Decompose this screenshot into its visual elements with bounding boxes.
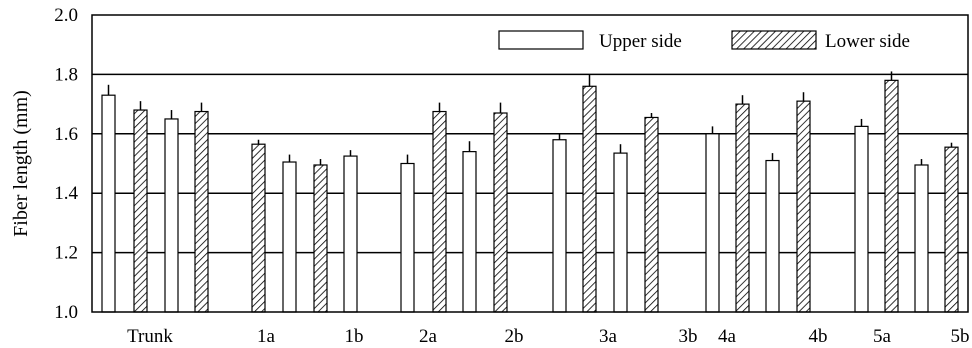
bar-group xyxy=(343,150,358,313)
x-category-label: 4a xyxy=(718,326,737,347)
bar-lower-side xyxy=(582,85,597,313)
bar-group xyxy=(133,101,148,313)
legend-label-upper-side: Upper side xyxy=(599,31,682,52)
bar-upper-side xyxy=(400,162,415,313)
bar-upper-side xyxy=(101,94,116,313)
bar-group xyxy=(735,95,750,313)
x-category-label: 2b xyxy=(505,326,524,347)
bar-upper-side xyxy=(705,133,720,313)
x-category-label: 1b xyxy=(345,326,364,347)
gridlines xyxy=(92,73,968,254)
bar-group xyxy=(582,74,597,313)
bar-group xyxy=(796,92,811,313)
legend-swatch-upper-side xyxy=(498,30,584,50)
y-tick-label: 1.2 xyxy=(54,243,78,264)
x-category-label: 5b xyxy=(951,326,970,347)
bar-upper-side xyxy=(462,151,477,313)
bar-group xyxy=(944,142,959,313)
bar-upper-side xyxy=(343,155,358,313)
bar-lower-side xyxy=(796,100,811,313)
bars xyxy=(101,71,959,313)
bar-upper-side xyxy=(613,152,628,313)
bar-group xyxy=(251,139,266,313)
legend-label-lower-side: Lower side xyxy=(825,31,910,52)
y-tick-label: 1.6 xyxy=(54,124,78,145)
bar-lower-side xyxy=(251,143,266,313)
bar-group xyxy=(313,159,328,313)
bar-lower-side xyxy=(313,164,328,313)
bar-lower-side xyxy=(493,112,508,313)
x-category-label: 3b xyxy=(679,326,698,347)
bar-group xyxy=(705,126,720,313)
bar-upper-side xyxy=(854,125,869,313)
bar-group xyxy=(462,141,477,313)
bar-lower-side xyxy=(432,110,447,313)
bar-upper-side xyxy=(552,139,567,313)
bar-lower-side xyxy=(133,109,148,313)
bar-lower-side xyxy=(735,103,750,313)
bar-group xyxy=(282,154,297,313)
bar-group xyxy=(613,144,628,313)
bar-lower-side xyxy=(944,146,959,313)
bar-group xyxy=(884,71,899,313)
y-tick-label: 2.0 xyxy=(54,5,78,26)
x-axis-category-labels: Trunk 1a 1b 2a 2b 3a 3b 4a 4b 5a 5b xyxy=(127,326,969,347)
bar-group xyxy=(164,110,179,313)
bar-upper-side xyxy=(765,159,780,313)
bar-group xyxy=(432,102,447,313)
bar-group xyxy=(765,153,780,313)
bar-group xyxy=(914,159,929,313)
bar-group xyxy=(644,113,659,313)
x-category-label: 3a xyxy=(599,326,618,347)
legend-swatch-lower-side xyxy=(731,30,817,50)
y-tick-label: 1.4 xyxy=(54,183,78,204)
x-category-label: Trunk xyxy=(127,326,173,347)
legend: Upper side Lower side xyxy=(498,30,910,52)
x-category-label: 5a xyxy=(873,326,892,347)
x-category-label: 1a xyxy=(257,326,276,347)
bar-lower-side xyxy=(194,110,209,313)
bar-group xyxy=(552,133,567,313)
bar-lower-side xyxy=(644,116,659,313)
bar-group xyxy=(400,154,415,313)
x-category-label: 4b xyxy=(809,326,828,347)
bar-group xyxy=(101,84,116,313)
bar-group xyxy=(493,102,508,313)
y-axis-title: Fiber length (mm) xyxy=(10,90,32,237)
plot-area-frame xyxy=(91,14,969,313)
bar-upper-side xyxy=(914,164,929,313)
bar-upper-side xyxy=(164,118,179,313)
x-category-label: 2a xyxy=(419,326,438,347)
bar-lower-side xyxy=(884,79,899,313)
y-tick-label: 1.0 xyxy=(54,302,78,323)
bar-group xyxy=(194,102,209,313)
bar-upper-side xyxy=(282,161,297,313)
bar-group xyxy=(854,118,869,313)
y-axis-tick-labels: 1.0 1.2 1.4 1.6 1.8 2.0 xyxy=(54,5,78,323)
y-tick-label: 1.8 xyxy=(54,64,78,85)
